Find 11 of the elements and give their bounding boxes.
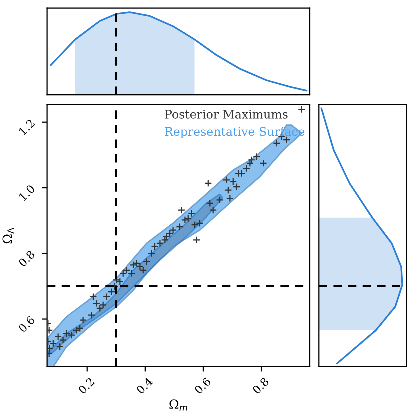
- x-tick-label: 0.4: [136, 377, 154, 395]
- x-tick-label: 0.6: [194, 377, 212, 395]
- y-tick-label: 1.2: [18, 119, 36, 136]
- x-tick-label: 0.2: [78, 377, 96, 395]
- y-tick-label: 1.0: [18, 184, 36, 202]
- y-axis-title: Ω$_{Λ}$: [2, 228, 14, 244]
- x-tick-label: 0.8: [252, 377, 270, 395]
- y-tick-label: 0.6: [18, 316, 36, 334]
- x-axis-title: Ω$_{m}$: [170, 400, 188, 411]
- series-label: Posterior Maximums: [165, 110, 288, 119]
- y-tick-label: 0.8: [18, 250, 36, 268]
